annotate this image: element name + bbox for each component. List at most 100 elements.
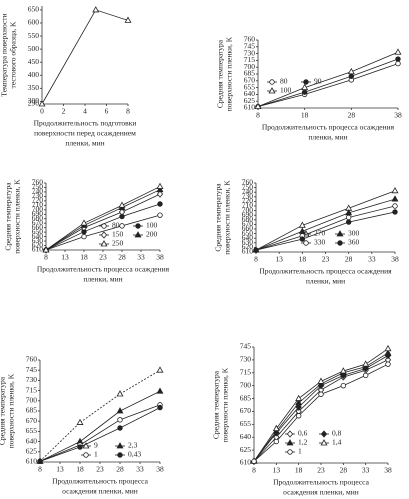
y-tick-label: 500 bbox=[28, 44, 40, 53]
y-tick-label: 685 bbox=[240, 393, 252, 402]
legend-label: 360 bbox=[348, 238, 360, 247]
marker bbox=[272, 424, 280, 432]
y-tick-label: 670 bbox=[240, 406, 252, 415]
legend-marker bbox=[287, 449, 293, 455]
marker bbox=[339, 367, 347, 374]
y-tick-label: 650 bbox=[32, 227, 44, 236]
y-tick-label: 650 bbox=[28, 5, 40, 14]
x-tick-label: 18 bbox=[76, 465, 84, 474]
y-tick-label: 750 bbox=[242, 182, 254, 191]
y-tick-label: 670 bbox=[242, 219, 254, 228]
y-tick-label: 700 bbox=[240, 380, 252, 389]
legend-label: 0,43 bbox=[128, 450, 141, 459]
marker bbox=[345, 214, 352, 221]
marker bbox=[76, 418, 84, 425]
series-line bbox=[39, 407, 161, 462]
marker bbox=[156, 185, 164, 193]
x-tick-label: 8 bbox=[126, 107, 130, 116]
x-axis-label: пленки, мин bbox=[306, 277, 345, 286]
x-tick-label: 28 bbox=[340, 466, 348, 475]
y-axis-label: поверхности пленки, K bbox=[221, 367, 230, 442]
legend-label: 330 bbox=[314, 238, 326, 247]
x-tick-label: 8 bbox=[252, 466, 256, 475]
y-axis-label: Средняя температура bbox=[214, 183, 223, 252]
x-tick-label: 28 bbox=[348, 111, 356, 120]
y-tick-label: 690 bbox=[242, 210, 254, 219]
y-tick-label: 610 bbox=[32, 245, 44, 254]
legend-label: 250 bbox=[112, 239, 124, 248]
y-tick-label: 690 bbox=[32, 209, 44, 218]
x-tick-label: 33 bbox=[368, 255, 376, 264]
y-tick-label: 700 bbox=[244, 62, 256, 71]
x-tick-label: 38 bbox=[391, 255, 399, 264]
y-tick-label: 640 bbox=[240, 432, 252, 441]
legend-label: 270 bbox=[314, 229, 326, 238]
series-line bbox=[255, 211, 396, 251]
legend-marker bbox=[336, 230, 344, 237]
x-axis-label: Продолжительность процесса bbox=[273, 478, 370, 487]
x-axis-label: осаждения пленки, мин bbox=[283, 488, 359, 497]
legend-label: 150 bbox=[112, 230, 124, 239]
y-tick-label: 730 bbox=[240, 355, 252, 364]
y-tick-label: 745 bbox=[240, 342, 252, 351]
y-axis-label: поверхности пленки, K bbox=[225, 36, 234, 111]
y-tick-label: 760 bbox=[244, 35, 256, 44]
y-tick-label: 610 bbox=[26, 457, 38, 466]
legend-marker bbox=[135, 223, 141, 229]
y-axis-label: поверхности пленки, K bbox=[223, 180, 232, 255]
y-tick-label: 715 bbox=[240, 367, 252, 376]
x-axis-label: Продолжительность процесса осаждения bbox=[262, 123, 395, 132]
x-tick-label: 0 bbox=[40, 107, 44, 116]
legend-marker bbox=[320, 439, 328, 446]
marker bbox=[80, 219, 88, 226]
y-tick-label: 650 bbox=[242, 228, 254, 237]
marker bbox=[392, 203, 398, 209]
marker bbox=[157, 404, 163, 411]
x-tick-label: 23 bbox=[96, 465, 104, 474]
marker bbox=[117, 417, 123, 423]
y-tick-label: 685 bbox=[26, 406, 38, 415]
series-line bbox=[45, 214, 161, 251]
legend-marker bbox=[100, 231, 108, 239]
marker bbox=[347, 67, 355, 75]
marker bbox=[116, 390, 124, 397]
series-line bbox=[45, 203, 161, 251]
y-tick-label: 700 bbox=[32, 205, 44, 214]
marker bbox=[156, 366, 164, 373]
legend-marker bbox=[117, 452, 123, 458]
series-line bbox=[45, 186, 161, 251]
y-axis-label: Средняя температура bbox=[216, 39, 225, 108]
series-line bbox=[45, 193, 161, 251]
y-tick-label: 610 bbox=[242, 247, 254, 256]
y-tick-label: 710 bbox=[32, 200, 44, 209]
y-tick-label: 730 bbox=[32, 191, 44, 200]
y-tick-label: 670 bbox=[32, 218, 44, 227]
x-tick-label: 8 bbox=[254, 255, 258, 264]
x-tick-label: 38 bbox=[394, 111, 402, 120]
y-tick-label: 685 bbox=[244, 69, 256, 78]
y-tick-label: 290 bbox=[28, 99, 40, 108]
x-tick-label: 6 bbox=[105, 107, 109, 116]
series-line bbox=[39, 404, 161, 462]
marker bbox=[395, 56, 401, 62]
marker bbox=[157, 212, 163, 218]
marker bbox=[156, 182, 164, 189]
marker bbox=[385, 361, 391, 367]
legend-label: 1,2 bbox=[298, 438, 308, 447]
legend-label: 0,8 bbox=[332, 429, 342, 438]
legend-label: 300 bbox=[348, 229, 360, 238]
series-line bbox=[255, 205, 396, 251]
legend-label: 0,6 bbox=[298, 429, 308, 438]
legend-marker bbox=[320, 430, 328, 438]
y-tick-label: 740 bbox=[32, 187, 44, 196]
y-tick-label: 730 bbox=[244, 48, 256, 57]
y-tick-label: 620 bbox=[32, 240, 44, 249]
legend-marker bbox=[286, 439, 294, 446]
marker bbox=[295, 399, 303, 406]
y-axis-label: Средняя температура bbox=[0, 376, 7, 445]
marker bbox=[295, 394, 303, 401]
marker bbox=[295, 403, 302, 411]
legend-marker bbox=[268, 87, 276, 94]
x-axis-label: Продолжительность процесса bbox=[52, 477, 149, 486]
marker bbox=[295, 413, 302, 419]
